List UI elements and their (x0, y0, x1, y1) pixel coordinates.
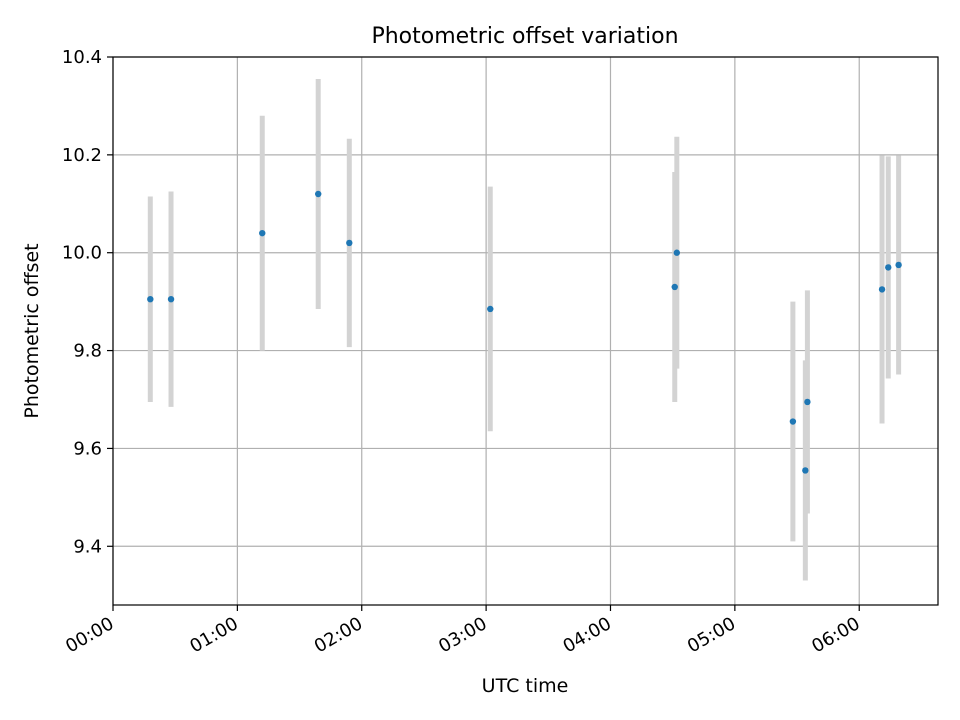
data-point (167, 295, 175, 303)
y-tick-label: 9.8 (73, 341, 102, 362)
plot-frame (112, 56, 939, 606)
x-tick-label: 06:00 (808, 613, 863, 657)
y-axis-label: Photometric offset (21, 243, 43, 418)
x-tick-label: 02:00 (311, 613, 366, 657)
data-point (487, 305, 494, 313)
x-tick-label: 01:00 (186, 613, 241, 657)
data-points (147, 190, 902, 474)
data-point (802, 467, 809, 474)
data-point (673, 249, 681, 256)
data-point (804, 398, 811, 406)
y-axis-ticks: 9.4 9.6 9.8 10.0 10.2 10.4 (62, 47, 113, 557)
data-point (878, 286, 886, 293)
data-point (315, 190, 322, 198)
data-point (346, 239, 353, 247)
x-axis-ticks: 00:00 01:00 02:00 03:00 04:00 05:00 06:00 (62, 605, 864, 657)
plot-area (113, 57, 938, 605)
data-point (885, 264, 892, 271)
x-tick-label: 03:00 (435, 613, 490, 657)
data-point (259, 229, 266, 237)
x-tick-label: 00:00 (62, 613, 117, 657)
x-tick-label: 04:00 (560, 613, 615, 657)
data-point (147, 295, 154, 303)
chart-title: Photometric offset variation (371, 24, 678, 49)
x-axis-label: UTC time (482, 675, 569, 697)
y-tick-label: 10.4 (62, 47, 102, 68)
y-tick-label: 10.2 (62, 145, 102, 166)
data-point (895, 261, 902, 269)
data-point (789, 418, 797, 425)
y-tick-label: 10.0 (62, 243, 102, 264)
data-point (671, 283, 678, 291)
y-tick-label: 9.6 (73, 438, 102, 459)
y-tick-label: 9.4 (73, 536, 102, 557)
x-tick-label: 05:00 (684, 613, 739, 657)
